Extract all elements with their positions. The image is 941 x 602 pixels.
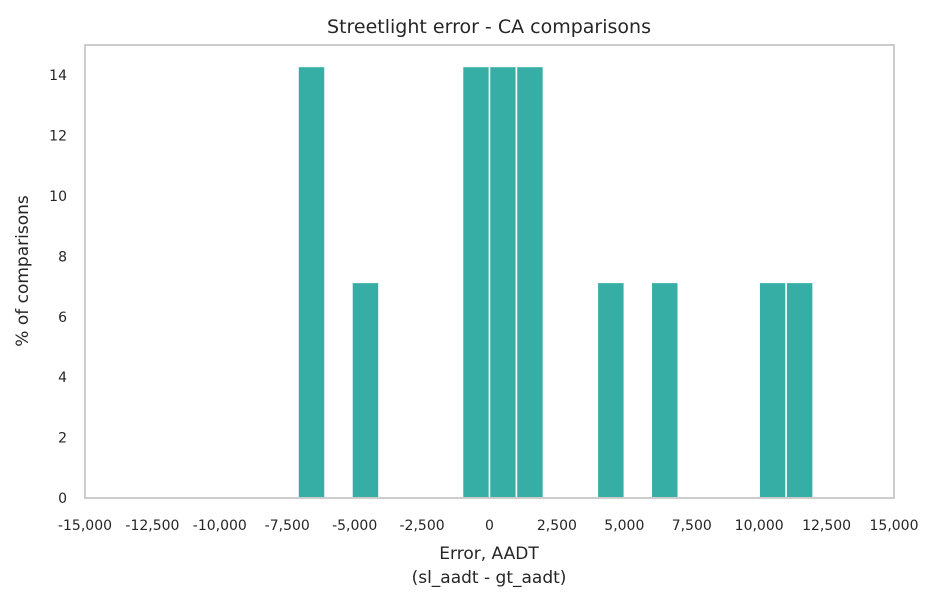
- x-tick-label: 12,500: [802, 518, 851, 534]
- x-axis-label: Error, AADT: [439, 544, 539, 564]
- x-tick-label: -10,000: [193, 518, 247, 534]
- histogram-bar: [488, 65, 518, 499]
- chart-title: Streetlight error - CA comparisons: [327, 16, 651, 38]
- histogram-bar: [461, 65, 491, 499]
- x-tick-labels: -15,000 -12,500 -10,000 -7,500 -5,000 -2,500 0…: [58, 518, 919, 534]
- x-axis-sublabel: (sl_aadt - gt_aadt): [412, 568, 567, 588]
- y-tick-labels: 0 2 4 6 8 10 12 14: [49, 68, 67, 507]
- x-tick-label: 15,000: [870, 518, 919, 534]
- histogram-bar: [650, 281, 680, 499]
- y-tick-label: 10: [49, 189, 67, 205]
- histogram-bar: [596, 281, 626, 499]
- y-axis-label: % of comparisons: [13, 195, 33, 347]
- x-tick-label: -12,500: [125, 518, 179, 534]
- y-tick-label: 8: [58, 249, 67, 265]
- y-tick-label: 4: [58, 370, 67, 386]
- x-tick-label: 5,000: [604, 518, 644, 534]
- histogram-bar: [785, 281, 814, 499]
- x-tick-label: -5,000: [332, 518, 377, 534]
- plot-frame: [84, 44, 895, 499]
- x-tick-label: 7,500: [672, 518, 712, 534]
- y-tick-label: 14: [49, 68, 67, 84]
- y-tick-label: 12: [49, 129, 67, 145]
- histogram-bar: [758, 281, 787, 499]
- y-tick-label: 6: [58, 310, 67, 326]
- x-tick-label: -15,000: [58, 518, 112, 534]
- histogram-bar: [515, 65, 545, 499]
- x-tick-label: 2,500: [537, 518, 577, 534]
- x-tick-label: -7,500: [265, 518, 310, 534]
- y-tick-label: 0: [58, 491, 67, 507]
- histogram-bar: [351, 281, 380, 499]
- y-tick-label: 2: [58, 431, 67, 447]
- x-tick-label: 0: [485, 518, 494, 534]
- x-tick-label: 10,000: [735, 518, 784, 534]
- histogram-bar: [297, 65, 326, 499]
- bars-group: [297, 65, 814, 499]
- x-tick-label: -2,500: [400, 518, 445, 534]
